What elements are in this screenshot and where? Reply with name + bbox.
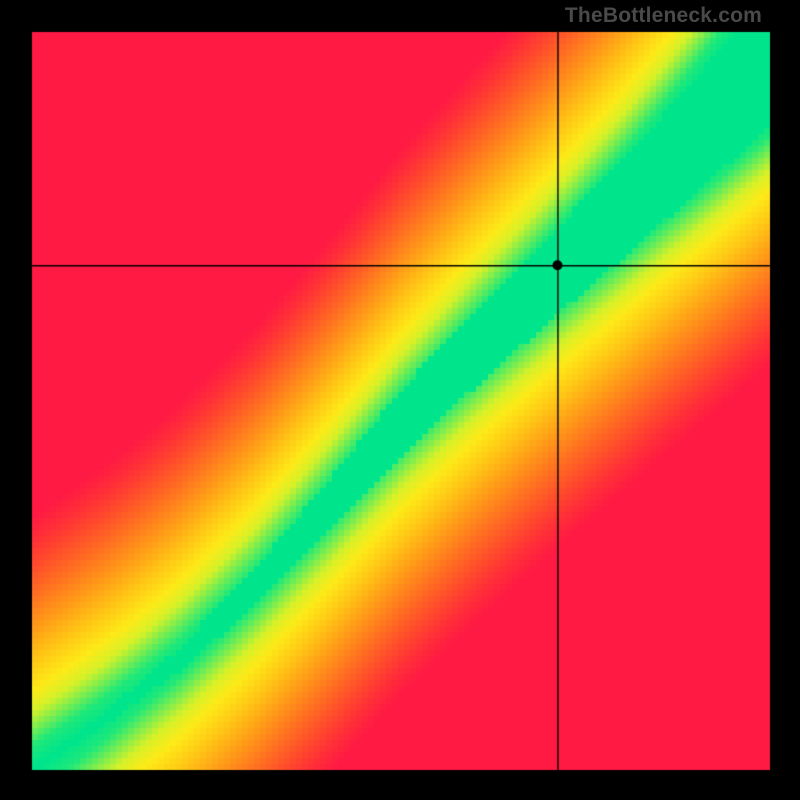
watermark-label: TheBottleneck.com (565, 4, 762, 28)
crosshair-overlay (0, 0, 800, 800)
